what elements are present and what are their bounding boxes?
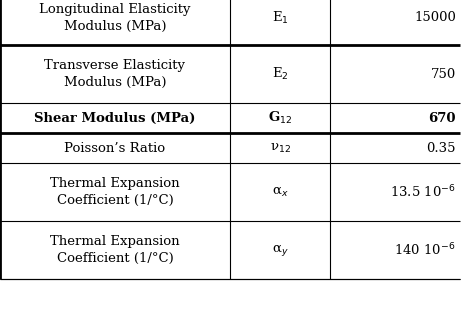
Text: α$_x$: α$_x$ — [272, 185, 288, 199]
Text: Shear Modulus (MPa): Shear Modulus (MPa) — [34, 112, 196, 125]
Text: E$_1$: E$_1$ — [272, 10, 288, 26]
Text: 140 10$^{-6}$: 140 10$^{-6}$ — [394, 242, 456, 258]
Text: 670: 670 — [428, 112, 456, 125]
Text: Thermal Expansion
Coefficient (1/°C): Thermal Expansion Coefficient (1/°C) — [50, 235, 180, 265]
Text: α$_y$: α$_y$ — [272, 243, 288, 257]
Text: Transverse Elasticity
Modulus (MPa): Transverse Elasticity Modulus (MPa) — [45, 59, 185, 89]
Text: Thermal Expansion
Coefficient (1/°C): Thermal Expansion Coefficient (1/°C) — [50, 177, 180, 207]
Text: Poisson’s Ratio: Poisson’s Ratio — [64, 142, 165, 154]
Text: 750: 750 — [431, 67, 456, 81]
Text: ν$_{12}$: ν$_{12}$ — [270, 142, 291, 154]
Text: 13.5 10$^{-6}$: 13.5 10$^{-6}$ — [390, 184, 456, 200]
Text: 0.35: 0.35 — [427, 142, 456, 154]
Text: G$_{12}$: G$_{12}$ — [268, 110, 292, 126]
Text: Longitudinal Elasticity
Modulus (MPa): Longitudinal Elasticity Modulus (MPa) — [39, 2, 191, 32]
Text: E$_2$: E$_2$ — [272, 66, 288, 82]
Text: 15000: 15000 — [414, 11, 456, 24]
